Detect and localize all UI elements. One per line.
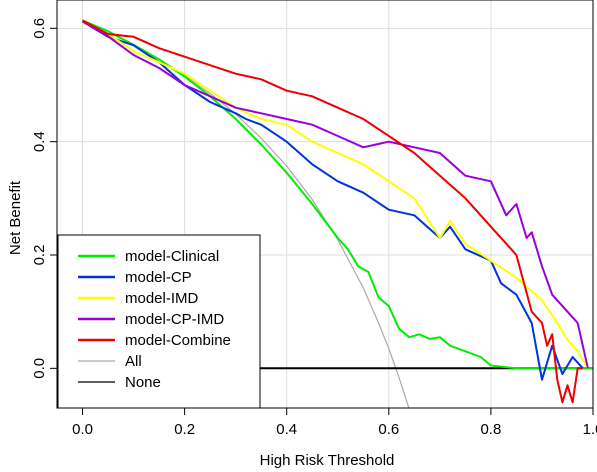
series-line-model-cp [81, 20, 584, 381]
legend-label-model-combine: model-Combine [125, 332, 231, 349]
x-tick-label-1: 0.2 [174, 421, 195, 438]
series-line-model-clinical [82, 19, 593, 370]
series-line-model-combine [82, 19, 583, 404]
legend: model-Clinical model-CP model-IMD model-CP-… [57, 234, 261, 409]
legend-box [57, 234, 261, 409]
x-axis: 0.0 0.2 0.4 0.6 0.8 1.0 [72, 408, 597, 438]
y-axis: 0.0 0.2 0.4 0.6 [31, 18, 57, 379]
legend-label-all: All [125, 353, 142, 370]
legend-label-model-imd: model-IMD [125, 290, 199, 307]
x-axis-title: High Risk Threshold [260, 452, 395, 469]
y-tick-label-3: 0.6 [31, 18, 48, 39]
x-tick-label-3: 0.6 [378, 421, 399, 438]
x-tick-label-0: 0.0 [72, 421, 93, 438]
y-axis-title: Net Benefit [7, 180, 24, 255]
series-line-model-imd [82, 21, 589, 369]
y-tick-label-1: 0.2 [31, 245, 48, 266]
legend-label-model-cp-imd: model-CP-IMD [125, 311, 224, 328]
legend-label-none: None [125, 374, 161, 391]
y-tick-label-0: 0.0 [31, 358, 48, 379]
x-tick-label-4: 0.8 [480, 421, 501, 438]
plot-frame [56, 0, 594, 409]
x-tick-label-5: 1.0 [583, 421, 597, 438]
y-tick-label-2: 0.4 [31, 131, 48, 152]
legend-label-model-cp: model-CP [125, 269, 192, 286]
legend-label-model-clinical: model-Clinical [125, 248, 219, 265]
x-tick-label-2: 0.4 [276, 421, 297, 438]
series-lines [81, 19, 593, 408]
